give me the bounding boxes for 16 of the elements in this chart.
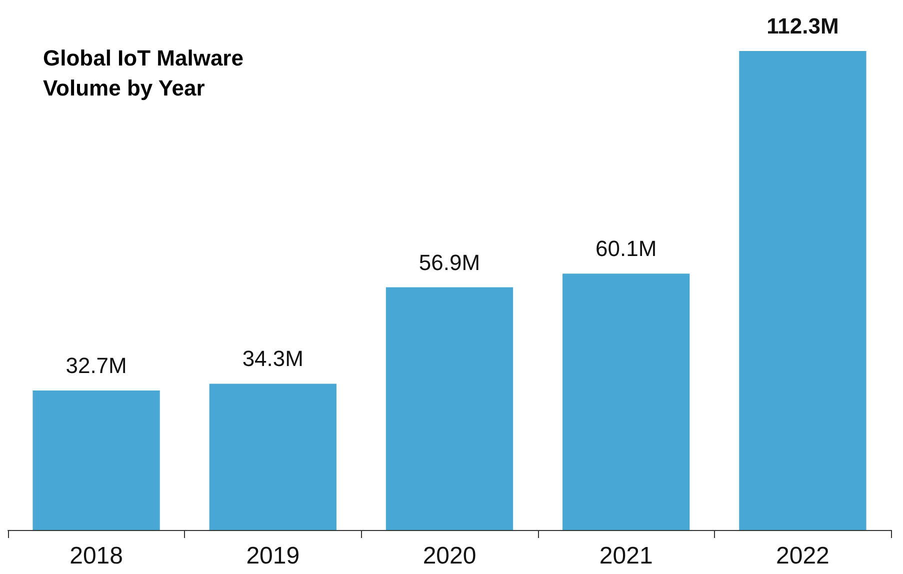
x-tick-label: 2019 xyxy=(246,542,300,570)
data-label: 32.7M xyxy=(66,353,127,378)
bar xyxy=(209,384,336,530)
x-tick-label: 2022 xyxy=(776,542,830,570)
data-label: 60.1M xyxy=(596,236,657,262)
x-tick-label: 2020 xyxy=(422,542,476,570)
bar xyxy=(32,390,160,530)
bar xyxy=(386,287,514,530)
data-label: 56.9M xyxy=(418,250,480,275)
data-label: 34.3M xyxy=(242,346,304,372)
x-tick-label: 2018 xyxy=(70,542,123,570)
bar xyxy=(562,274,690,530)
data-label: 112.3M xyxy=(766,14,839,38)
bar xyxy=(739,51,866,530)
chart-title: Global IoT Malware Volume by Year xyxy=(43,46,250,100)
x-tick-label: 2021 xyxy=(599,542,653,570)
